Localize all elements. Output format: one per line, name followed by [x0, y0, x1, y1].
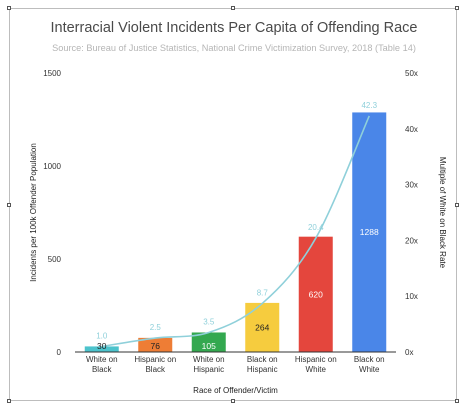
x-tick-label: White on [193, 355, 225, 364]
bar-value-label: 76 [151, 341, 161, 351]
x-tick-label: Hispanic [247, 365, 278, 374]
bar-value-label: 620 [309, 289, 323, 299]
x-tick-label: White on [86, 355, 118, 364]
bar [138, 337, 173, 352]
bar-value-label: 30 [97, 341, 107, 351]
chart-subtitle: Source: Bureau of Justice Statistics, Na… [52, 43, 416, 53]
multiple-label: 20.4 [308, 223, 324, 232]
y-tick-label: 1500 [43, 69, 61, 78]
x-tick-label: Black on [247, 355, 278, 364]
x-tick-label: Black on [354, 355, 385, 364]
x-tick-label: Black [145, 365, 166, 374]
bar [84, 346, 119, 352]
multiple-label: 2.5 [150, 323, 162, 332]
y2-tick-label: 40x [405, 125, 418, 134]
resize-handle-right[interactable] [455, 203, 459, 207]
multiple-label: 42.3 [361, 101, 377, 110]
bar [245, 302, 280, 352]
x-tick-label: White [359, 365, 380, 374]
y2-tick-label: 50x [405, 69, 418, 78]
x-tick-label: Hispanic on [134, 355, 176, 364]
multiple-line [101, 115, 370, 348]
y-tick-label: 0 [57, 348, 62, 357]
y2-tick-label: 10x [405, 292, 418, 301]
bar-value-label: 264 [255, 322, 269, 332]
multiple-label: 8.7 [257, 288, 269, 297]
y2-tick-label: 20x [405, 236, 418, 245]
bar [191, 332, 226, 352]
y-tick-label: 1000 [43, 162, 61, 171]
bar [352, 112, 387, 352]
resize-handle-top-left[interactable] [7, 6, 11, 10]
y-tick-label: 500 [48, 255, 62, 264]
multiple-label: 1.0 [96, 331, 108, 340]
bar-value-label: 1288 [360, 227, 379, 237]
x-axis-title: Race of Offender/Victim [193, 386, 278, 395]
resize-handle-top[interactable] [231, 6, 235, 10]
y2-tick-label: 30x [405, 181, 418, 190]
bar-value-label: 105 [202, 341, 216, 351]
y2-tick-label: 0x [405, 348, 413, 357]
resize-handle-bottom-right[interactable] [455, 399, 459, 403]
resize-handle-top-right[interactable] [455, 6, 459, 10]
x-tick-label: Black [92, 365, 113, 374]
resize-handle-bottom[interactable] [231, 399, 235, 403]
y-axis-title: Incidents per 100k Offender Population [29, 143, 38, 282]
x-tick-label: Hispanic on [295, 355, 337, 364]
resize-handle-left[interactable] [7, 203, 11, 207]
resize-handle-bottom-left[interactable] [7, 399, 11, 403]
x-tick-label: White [306, 365, 327, 374]
x-tick-label: Hispanic [193, 365, 224, 374]
chart-title: Interracial Violent Incidents Per Capita… [50, 20, 418, 36]
multiple-label: 3.5 [203, 317, 215, 326]
y2-axis-title: Multiple of White on Black Rate [438, 157, 447, 269]
